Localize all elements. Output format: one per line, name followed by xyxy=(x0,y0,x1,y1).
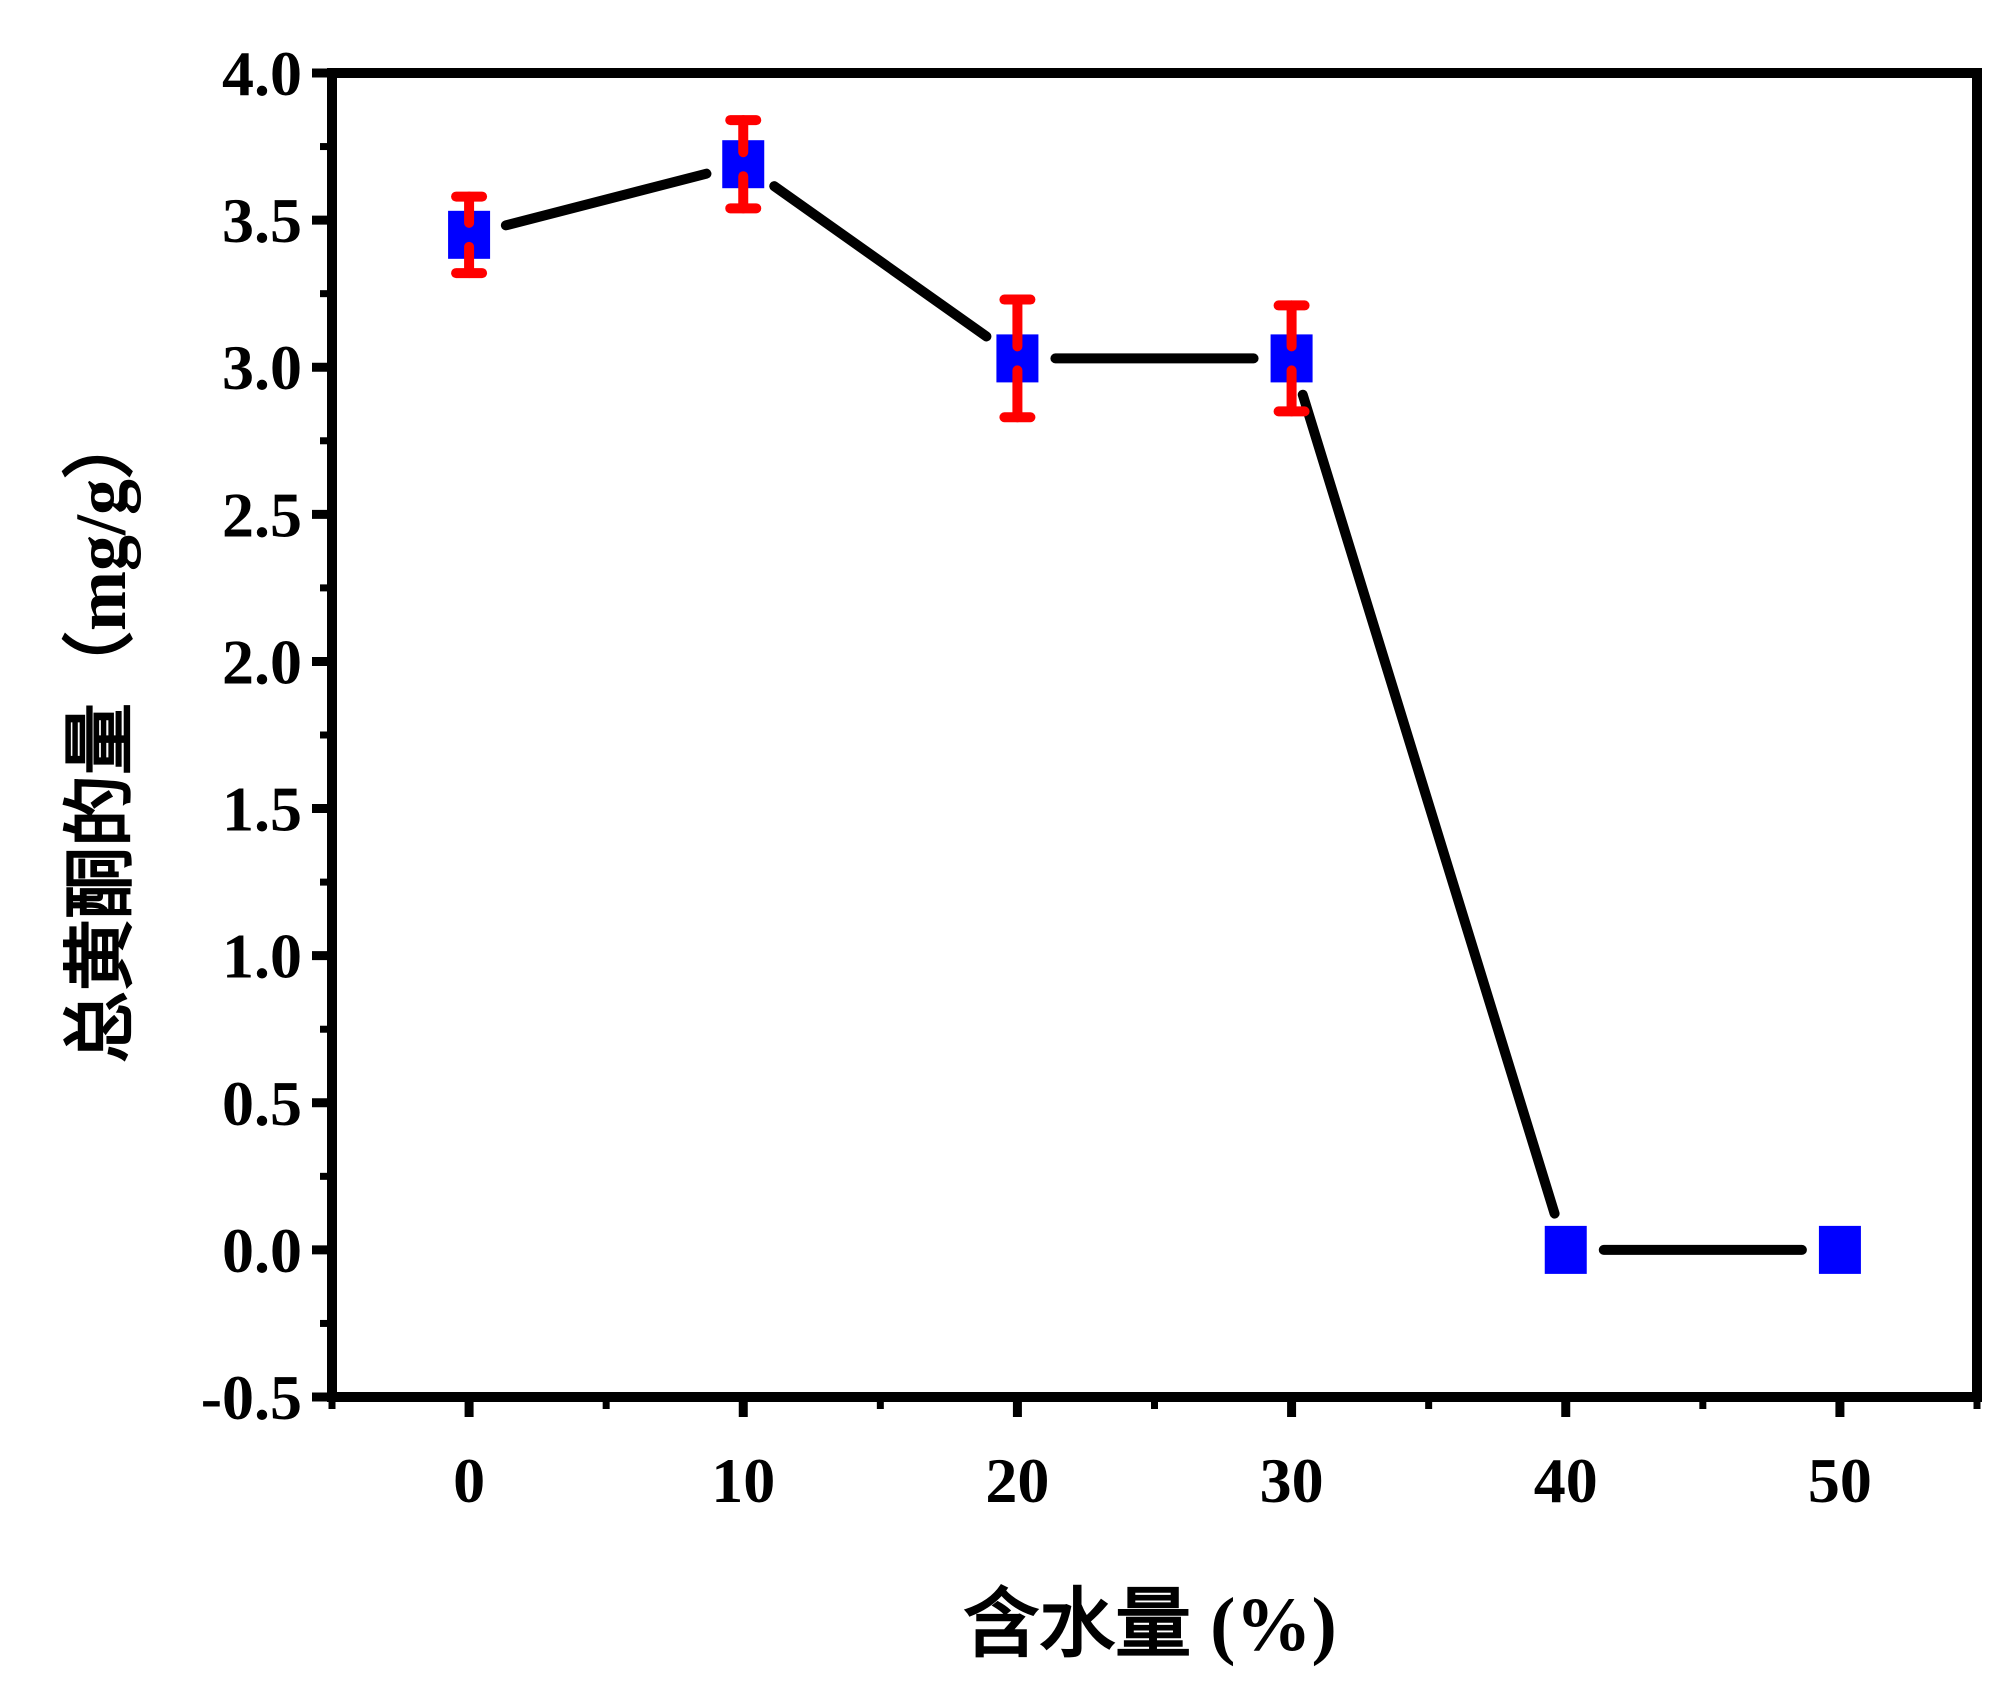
x-axis-label: 含水量 (%) xyxy=(963,1583,1337,1667)
x-tick-label: 50 xyxy=(1808,1445,1872,1516)
y-tick-label: 4.0 xyxy=(222,38,302,109)
x-tick-label: 0 xyxy=(453,1445,485,1516)
y-tick-label: 0.5 xyxy=(222,1068,302,1139)
data-point xyxy=(1818,1225,1861,1274)
y-tick-label: 0.0 xyxy=(222,1215,302,1286)
x-tick-label: 20 xyxy=(985,1445,1049,1516)
y-tick-label: 1.5 xyxy=(222,774,302,845)
y-axis-label: 总黄酮的量（mg/g） xyxy=(61,407,141,1063)
series-line-segment xyxy=(1297,389,1560,1219)
data-point xyxy=(1544,1225,1587,1274)
x-tick-label: 40 xyxy=(1534,1445,1598,1516)
x-tick-label: 30 xyxy=(1260,1445,1324,1516)
y-tick-label: 2.5 xyxy=(222,479,302,550)
x-tick-label: 10 xyxy=(711,1445,775,1516)
y-tick-label: 1.0 xyxy=(222,921,302,992)
series-line-segment xyxy=(769,181,992,342)
y-tick-label: 3.5 xyxy=(222,185,302,256)
series-line-segment xyxy=(500,168,712,231)
plot-frame xyxy=(327,68,1982,1402)
y-tick-label: 3.0 xyxy=(222,332,302,403)
y-tick-label: 2.0 xyxy=(222,626,302,697)
y-tick-label: -0.5 xyxy=(201,1362,302,1433)
